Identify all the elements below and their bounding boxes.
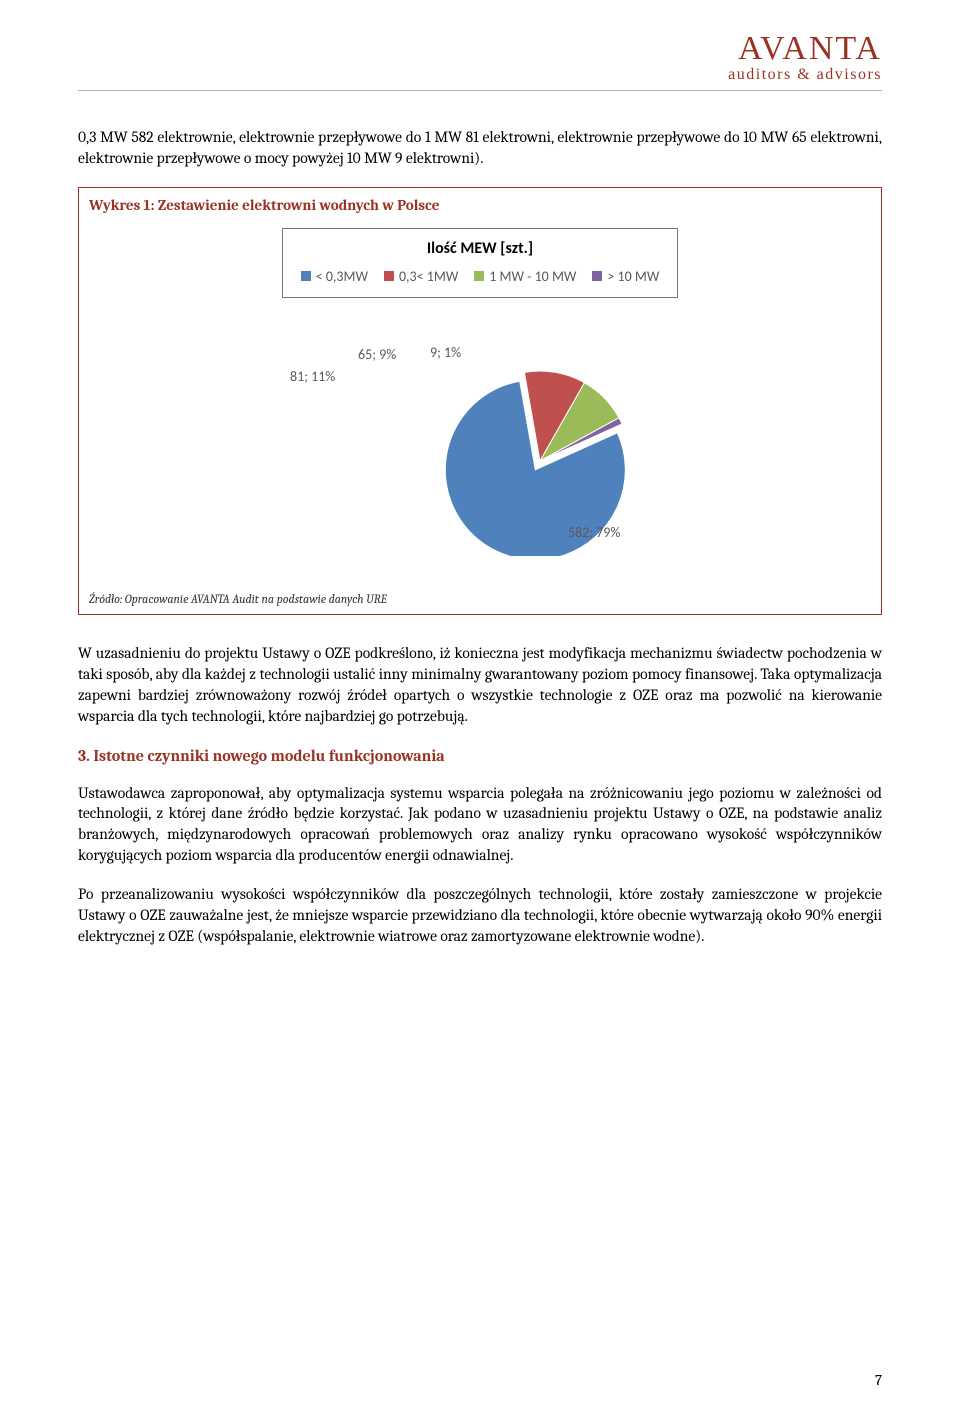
pie-label-582: 582; 79% — [568, 524, 620, 541]
pie-label-65: 65; 9% — [358, 346, 396, 363]
header-logo: AVANTA auditors & advisors — [78, 30, 882, 84]
legend-item: 0,3< 1MW — [384, 268, 458, 285]
section3-para1: Ustawodawca zaproponował, aby optymaliza… — [78, 783, 882, 867]
chart-area: Ilość MEW [szt.] < 0,3MW 0,3< 1MW 1 MW - 1… — [79, 228, 881, 576]
legend-swatch — [384, 271, 394, 281]
pie-chart: 81; 11% 65; 9% 9; 1% 582; 79% — [290, 316, 710, 556]
figure-source: Źródło: Opracowanie AVANTA Audit na pods… — [79, 576, 881, 614]
brand-name: AVANTA — [78, 30, 882, 68]
pie-label-81: 81; 11% — [290, 368, 335, 385]
legend-swatch — [592, 271, 602, 281]
brand-tagline: auditors & advisors — [78, 66, 882, 84]
header-divider — [78, 90, 882, 91]
legend-label: < 0,3MW — [316, 268, 368, 285]
legend-label: > 10 MW — [607, 268, 659, 285]
section3-heading: 3. Istotne czynniki nowego modelu funkcj… — [78, 747, 882, 765]
legend-title: Ilość MEW [szt.] — [301, 239, 660, 258]
page-number: 7 — [875, 1371, 882, 1389]
para-after-chart: W uzasadnieniu do projektu Ustawy o OZE … — [78, 643, 882, 727]
figure-1: Wykres 1: Zestawienie elektrowni wodnych… — [78, 187, 882, 615]
chart-legend: Ilość MEW [szt.] < 0,3MW 0,3< 1MW 1 MW - 1… — [282, 228, 679, 298]
legend-label: 1 MW - 10 MW — [489, 268, 576, 285]
legend-swatch — [301, 271, 311, 281]
legend-item: 1 MW - 10 MW — [474, 268, 576, 285]
section3-para2: Po przeanalizowaniu wysokości współczynn… — [78, 884, 882, 947]
pie-label-9: 9; 1% — [430, 344, 461, 361]
legend-item: < 0,3MW — [301, 268, 368, 285]
legend-items: < 0,3MW 0,3< 1MW 1 MW - 10 MW > 10 MW — [301, 268, 660, 285]
figure-title: Wykres 1: Zestawienie elektrowni wodnych… — [79, 188, 881, 228]
intro-paragraph: 0,3 MW 582 elektrownie, elektrownie prze… — [78, 127, 882, 169]
legend-label: 0,3< 1MW — [399, 268, 458, 285]
legend-swatch — [474, 271, 484, 281]
legend-item: > 10 MW — [592, 268, 659, 285]
